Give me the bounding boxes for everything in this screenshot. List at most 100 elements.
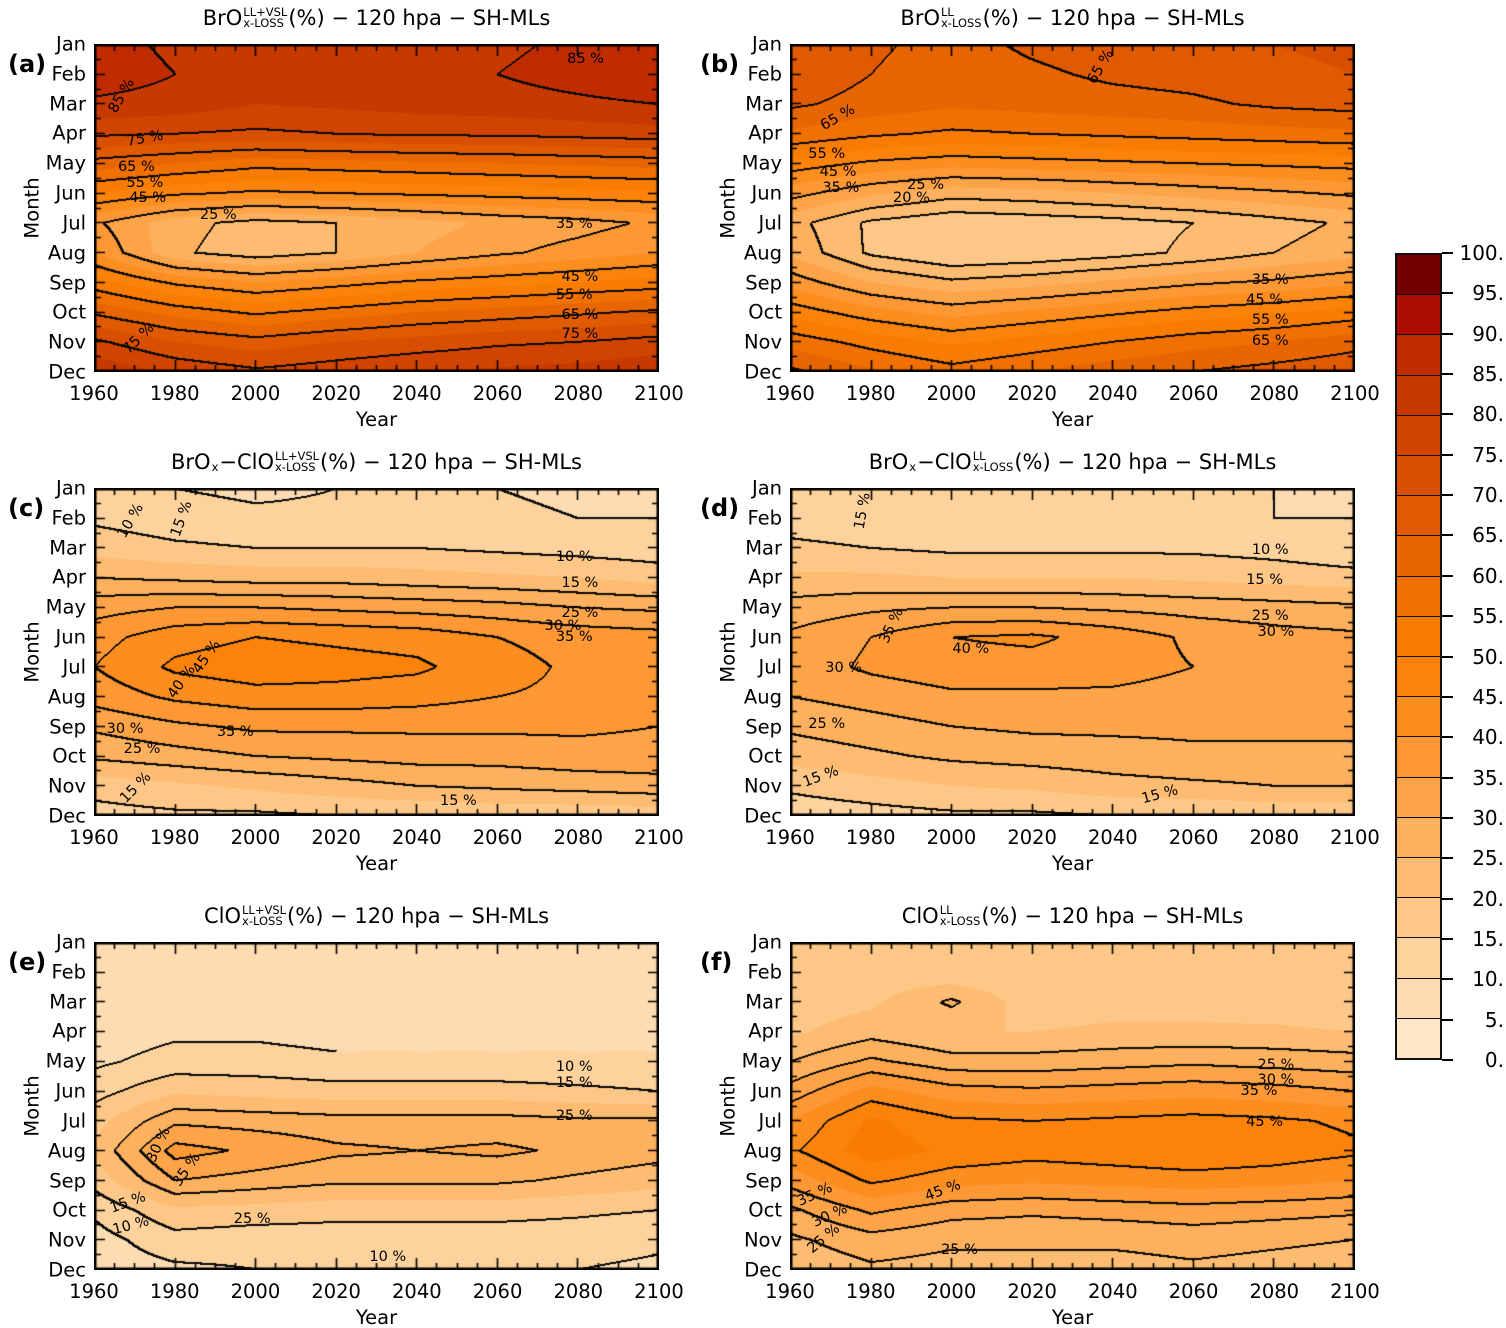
title-subscript: x-LOSS — [275, 460, 316, 474]
year-label: 2080 — [553, 1280, 604, 1303]
colorbar-band — [1397, 294, 1440, 335]
month-label: Jul — [758, 655, 782, 679]
colorbar-tick-label: 95. — [1472, 281, 1504, 306]
month-label: Jul — [758, 211, 782, 235]
year-label: 1980 — [149, 826, 200, 849]
colorbar-tick-label: 80. — [1472, 402, 1504, 427]
year-label: 2080 — [1249, 1280, 1300, 1303]
colorbar-tick — [1442, 1018, 1453, 1021]
panel-c-plot-canvas — [94, 488, 659, 816]
y-axis-label: Month — [20, 621, 44, 683]
colorbar-tick — [1442, 937, 1453, 940]
year-label: 2020 — [311, 382, 361, 405]
contour-label: 25 % — [233, 1210, 271, 1227]
title-subsup: LL x-LOSS — [939, 904, 981, 928]
month-label: Mar — [49, 91, 86, 115]
contour-label: 45 % — [1246, 291, 1284, 308]
year-label: 2020 — [1007, 382, 1057, 405]
colorbar-band — [1397, 255, 1440, 295]
x-axis-label: Year — [355, 1306, 398, 1328]
title-subsup: x — [909, 451, 916, 474]
contour-label: 20 % — [893, 189, 930, 206]
contour-label: 25 % — [123, 740, 161, 757]
panel-b-letter: (b) — [700, 50, 740, 78]
month-label: May — [45, 1049, 86, 1073]
title-text: −ClO — [219, 450, 274, 474]
month-label: May — [741, 151, 782, 175]
month-label: Sep — [745, 714, 782, 738]
contour-label: 45 % — [819, 163, 857, 180]
year-label: 1980 — [845, 826, 896, 849]
panel-e-letter: (e) — [8, 948, 47, 976]
contour-label: 25 % — [555, 1107, 593, 1124]
colorbar-tick — [1442, 736, 1453, 739]
contour-label: 15 % — [561, 574, 599, 591]
month-label: Dec — [744, 360, 782, 384]
x-axis-label: Year — [1051, 1306, 1094, 1328]
contour-label: 10 % — [369, 1248, 407, 1265]
y-axis-label: Month — [20, 177, 44, 239]
year-label: 2040 — [392, 1280, 442, 1303]
colorbar-band — [1397, 414, 1440, 456]
month-label: Jun — [55, 1079, 86, 1103]
title-text: (%) − 120 hpa − SH-MLs — [982, 6, 1245, 30]
contour-label: 55 % — [1251, 311, 1289, 328]
contour-label: 35 % — [555, 216, 593, 233]
month-label: Oct — [748, 1198, 782, 1222]
contour-label: 15 % — [555, 1074, 593, 1091]
colorbar-band — [1397, 374, 1440, 415]
month-label: Jan — [751, 476, 782, 500]
year-label: 2060 — [1168, 826, 1219, 849]
year-label: 1980 — [845, 1280, 896, 1303]
month-label: Aug — [47, 684, 86, 708]
month-label: May — [741, 595, 782, 619]
panel-d-letter: (d) — [700, 494, 740, 522]
contour-label: 45 % — [561, 268, 599, 285]
month-label: Aug — [743, 684, 782, 708]
contour-label: 65 % — [1251, 332, 1289, 349]
year-label: 1960 — [765, 382, 815, 405]
year-label: 2080 — [1249, 382, 1300, 405]
panel-f-plot-canvas — [790, 942, 1355, 1270]
colorbar-band — [1397, 334, 1440, 375]
month-label: Nov — [47, 1228, 86, 1252]
panel-a-plot-canvas — [94, 44, 659, 372]
title-text: ClO — [203, 904, 242, 928]
colorbar-band — [1397, 615, 1440, 657]
colorbar-tick-label: 60. — [1472, 563, 1504, 588]
month-label: Nov — [47, 330, 86, 354]
contour-label: 25 % — [941, 1242, 978, 1259]
month-label: Jun — [55, 625, 86, 649]
contour-label: 15 % — [440, 792, 477, 809]
month-label: Mar — [49, 989, 86, 1013]
title-subscript: x-LOSS — [941, 16, 982, 30]
year-label: 2060 — [472, 1280, 523, 1303]
month-label: Apr — [52, 1019, 86, 1043]
year-label: 1960 — [69, 826, 119, 849]
title-subsup: x — [212, 451, 219, 474]
month-label: Nov — [743, 330, 782, 354]
month-label: Oct — [52, 744, 86, 768]
year-label: 2020 — [311, 1280, 361, 1303]
colorbar-tick-label: 55. — [1472, 604, 1504, 629]
month-label: Apr — [748, 1019, 782, 1043]
month-label: Dec — [744, 804, 782, 828]
colorbar-tick-label: 30. — [1472, 805, 1504, 830]
title-subscript: x — [909, 460, 917, 474]
colorbar-tick — [1442, 615, 1453, 618]
month-label: Nov — [743, 774, 782, 798]
contour-label: 30 % — [1257, 624, 1295, 641]
title-subscript: x-LOSS — [939, 914, 981, 928]
title-subscript: x-LOSS — [243, 16, 284, 30]
colorbar-tick — [1442, 816, 1453, 819]
contour-label: 30 % — [544, 617, 582, 634]
colorbar-band — [1397, 736, 1440, 777]
title-subsup: LL x-LOSS — [973, 450, 1014, 474]
x-axis-label: Year — [355, 408, 398, 431]
month-label: Oct — [748, 744, 782, 768]
colorbar-tick — [1442, 453, 1453, 456]
colorbar-tick-label: 75. — [1472, 442, 1504, 467]
year-label: 1960 — [69, 1280, 119, 1303]
contour-label: 35 % — [822, 180, 860, 197]
month-label: Dec — [48, 804, 86, 828]
